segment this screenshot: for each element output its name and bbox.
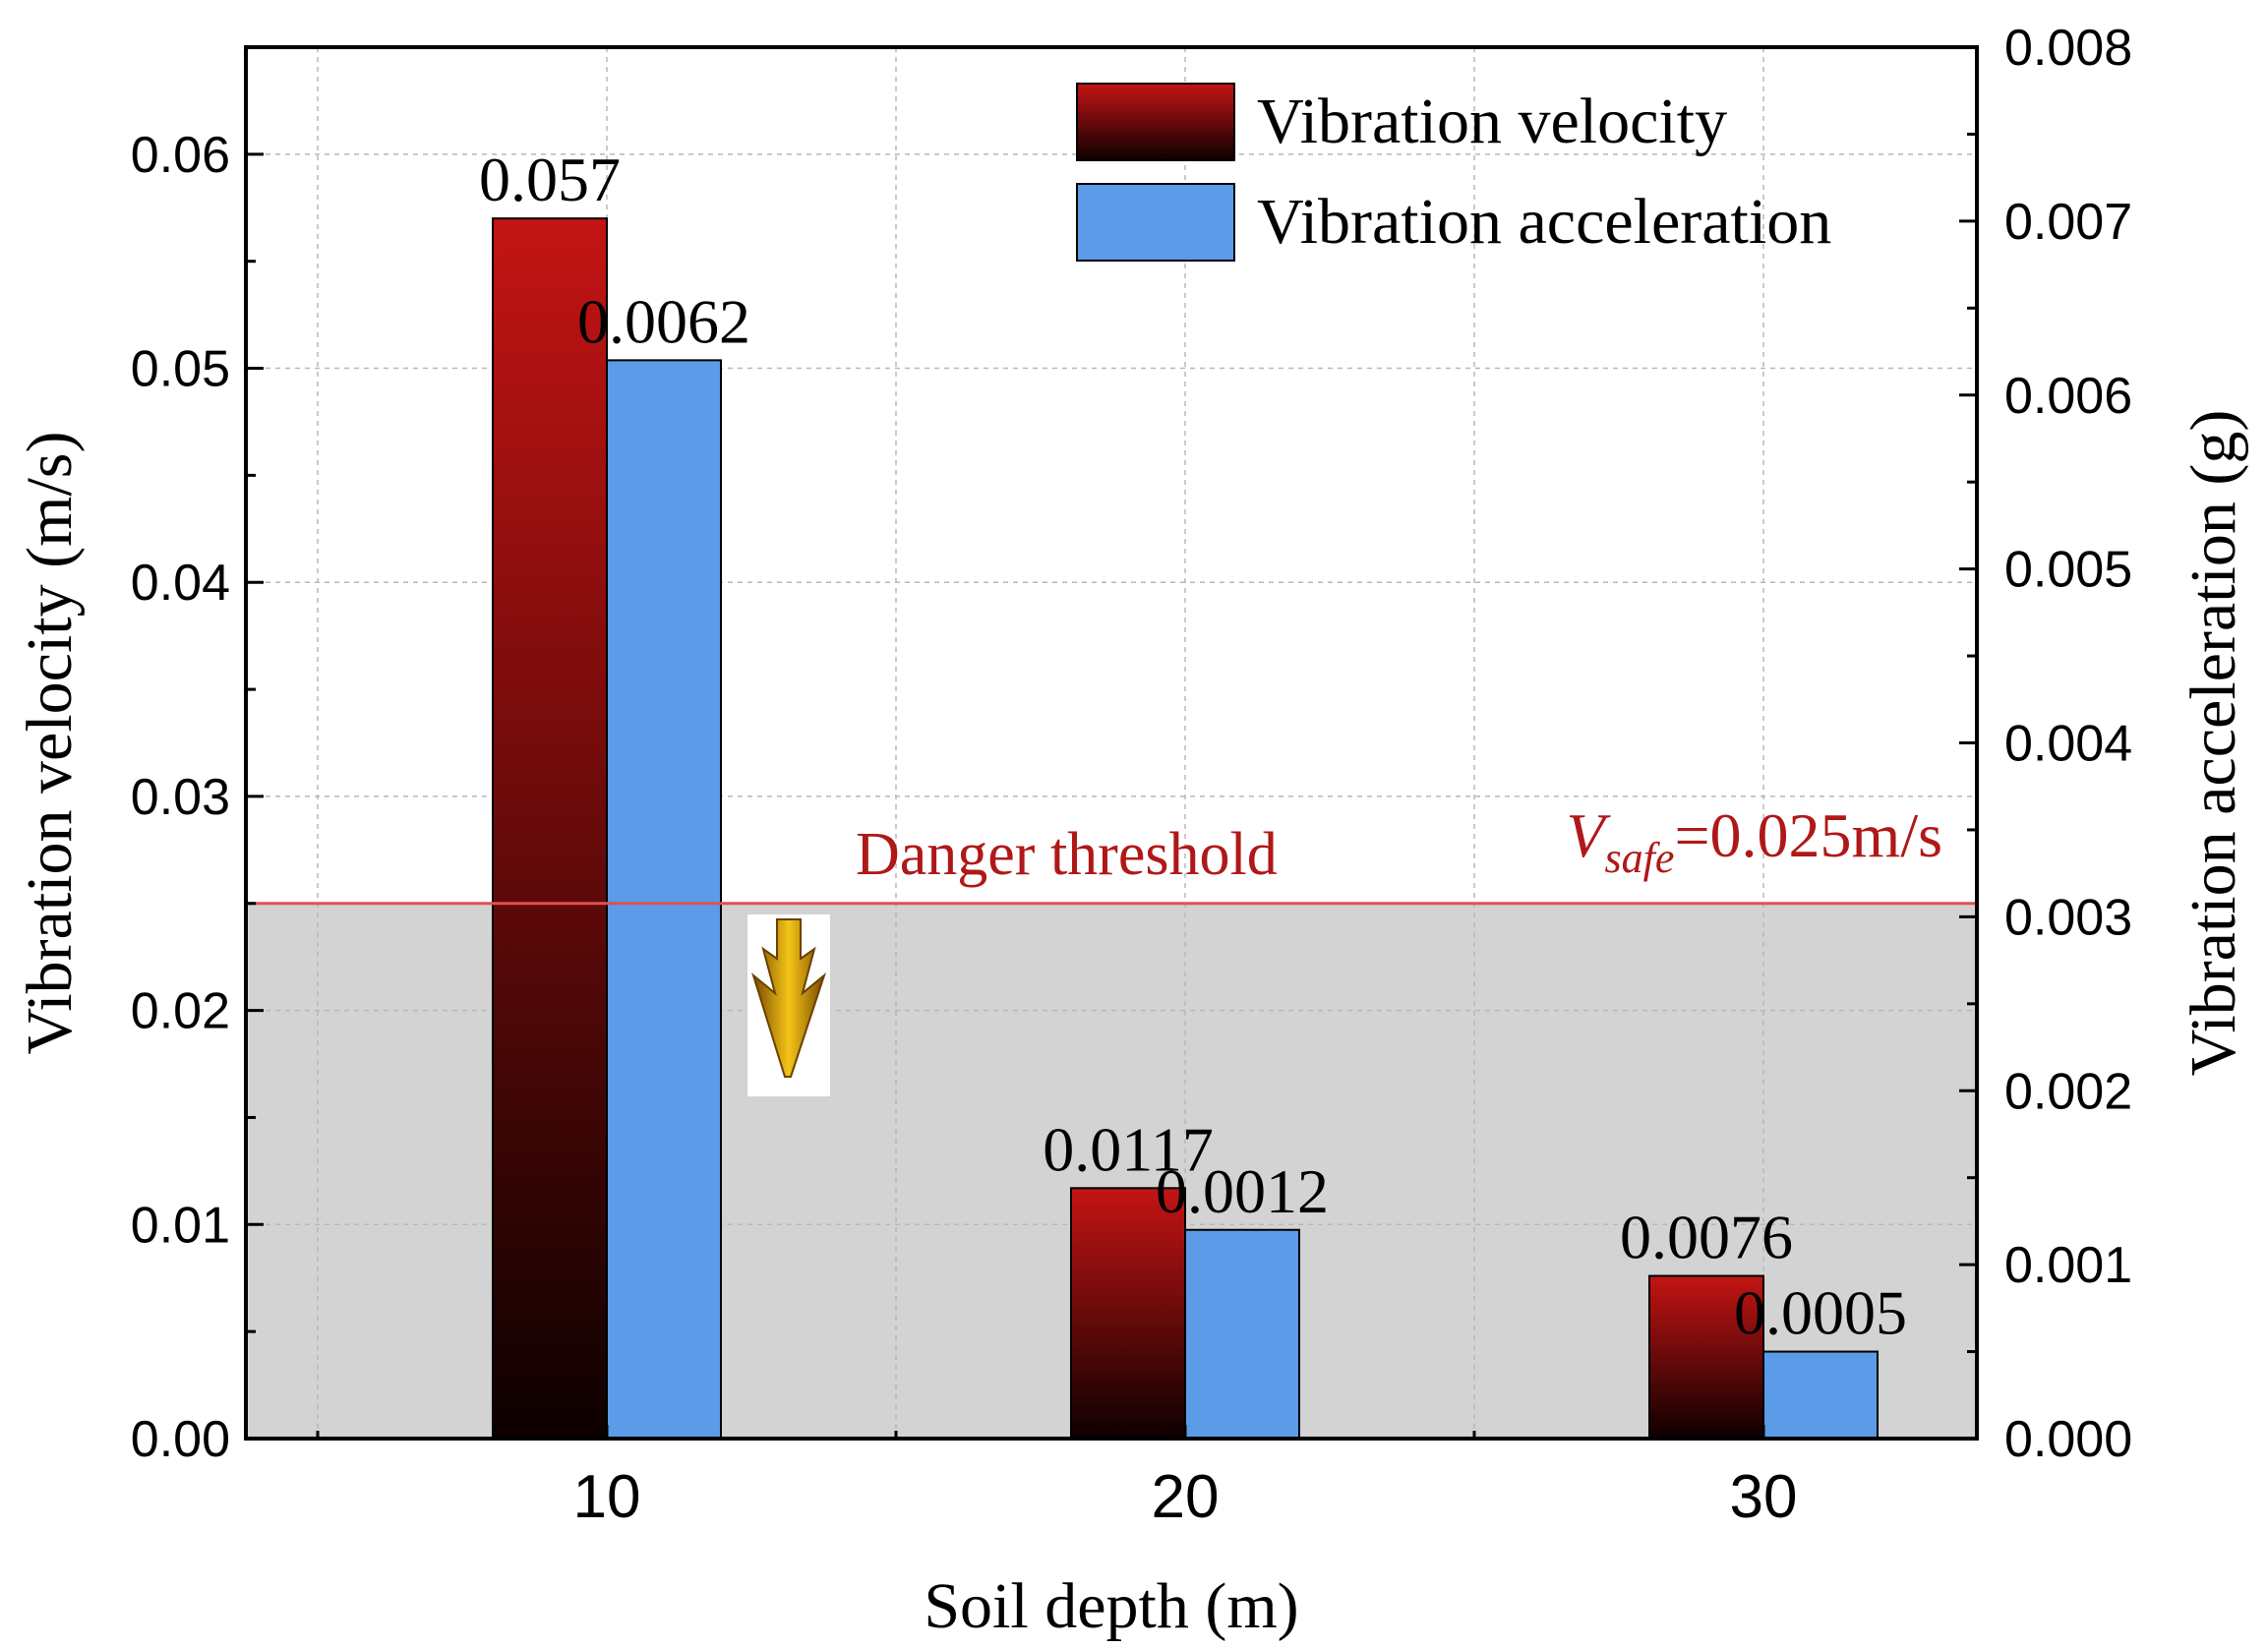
tick-label-x-20: 20 [1152, 1463, 1220, 1531]
tick-label-right-0.005: 0.005 [2004, 542, 2132, 599]
legend-swatch-velocity [1076, 83, 1235, 161]
tick-label-right-0.007: 0.007 [2004, 194, 2132, 251]
tick-label-left-0.02: 0.02 [131, 983, 230, 1040]
tick-label-right-0.002: 0.002 [2004, 1063, 2132, 1120]
threshold-symbol: V [1566, 800, 1611, 870]
down-arrow-icon [747, 914, 830, 1096]
data-label-velocity-30: 0.0076 [1620, 1203, 1793, 1272]
bar-velocity-10 [492, 217, 608, 1441]
threshold-subscript: safe [1605, 834, 1675, 882]
tick-label-left-0.05: 0.05 [131, 341, 230, 398]
x-axis-title: Soil depth (m) [924, 1570, 1298, 1642]
legend-label-acceleration: Vibration acceleration [1257, 186, 1831, 258]
tick-label-x-30: 30 [1730, 1463, 1798, 1531]
threshold-label: Danger threshold [856, 821, 1278, 888]
y-axis-title-left: Vibration velocity (m/s) [14, 432, 86, 1055]
data-label-acceleration-20: 0.0012 [1156, 1156, 1329, 1226]
data-label-acceleration-10: 0.0062 [577, 286, 750, 356]
tick-label-left-0.01: 0.01 [131, 1197, 230, 1254]
tick-label-right-0.008: 0.008 [2004, 20, 2132, 77]
bar-acceleration-10 [606, 359, 722, 1440]
tick-label-right-0.001: 0.001 [2004, 1237, 2132, 1294]
tick-label-right-0.004: 0.004 [2004, 716, 2132, 773]
legend-swatch-acceleration [1076, 183, 1235, 262]
threshold-value: =0.025m/s [1674, 800, 1942, 870]
tick-label-left-0.06: 0.06 [131, 127, 230, 184]
tick-label-left-0.00: 0.00 [131, 1411, 230, 1468]
tick-label-left-0.03: 0.03 [131, 769, 230, 826]
y-axis-title-right: Vibration acceleration (g) [2178, 410, 2249, 1077]
tick-label-right-0.006: 0.006 [2004, 368, 2132, 425]
bar-velocity-30 [1648, 1274, 1764, 1440]
tick-label-left-0.04: 0.04 [131, 555, 230, 612]
tick-label-right-0.000: 0.000 [2004, 1411, 2132, 1468]
bar-acceleration-30 [1762, 1350, 1879, 1440]
data-label-acceleration-30: 0.0005 [1734, 1278, 1907, 1348]
threshold-value-label: Vsafe=0.025m/s [1566, 800, 1942, 882]
bar-acceleration-20 [1184, 1228, 1300, 1440]
arrow-icon-shape [751, 918, 827, 1078]
tick-label-x-10: 10 [573, 1463, 641, 1531]
legend-label-velocity: Vibration velocity [1257, 86, 1727, 157]
data-label-velocity-10: 0.057 [479, 145, 621, 214]
tick-label-right-0.003: 0.003 [2004, 889, 2132, 946]
data-label-velocity-20: 0.0117 [1043, 1114, 1214, 1184]
